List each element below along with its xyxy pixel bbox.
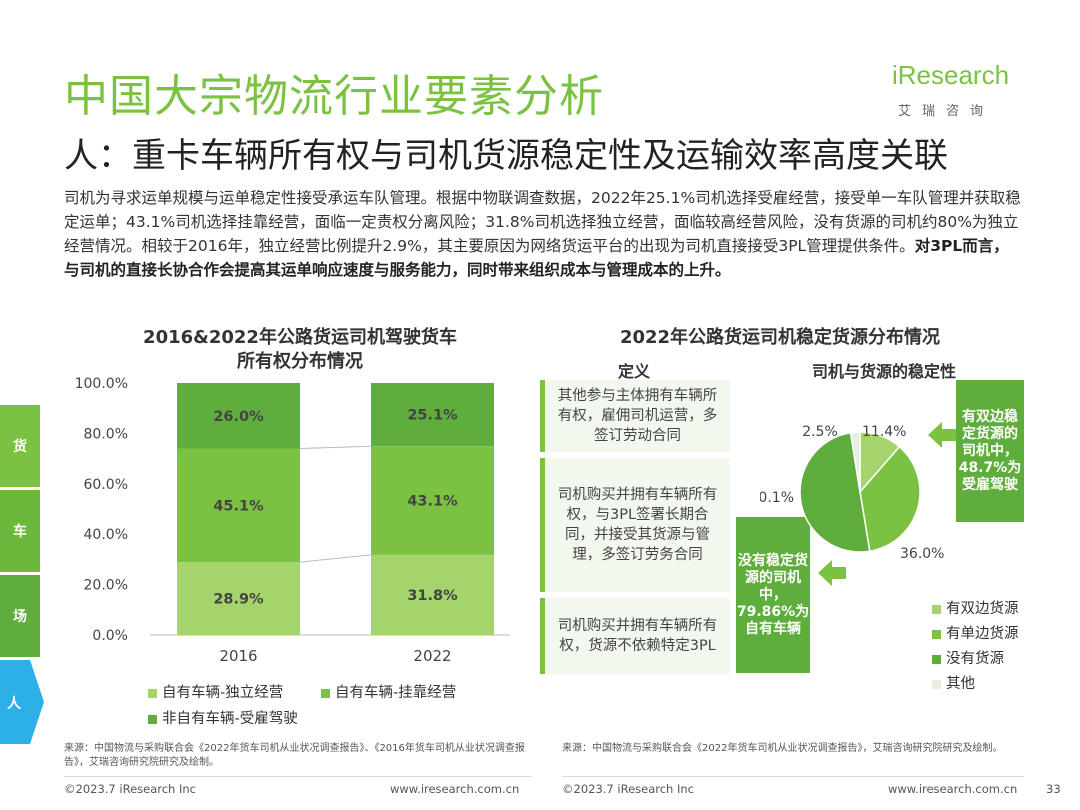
legend-affiliated: 自有车辆-挂靠经营 [321,681,456,702]
bar-data-label: 45.1% [213,498,264,514]
bar-connector-line [299,554,372,563]
x-tick-label: 2016 [219,647,257,665]
legend-label-employed: 非自有车辆-受雇驾驶 [162,711,298,727]
side-tab-people[interactable]: 人 [0,660,46,744]
side-tab-people-shape [0,660,44,744]
page-subtitle: 人：重卡车辆所有权与司机货源稳定性及运输效率高度关联 [64,136,948,176]
arrow-left-icon-2 [818,560,846,586]
pie-data-label: 36.0% [900,546,944,562]
y-tick-label: 20.0% [84,578,128,594]
pie-legend-two-way: 有双边货源 [932,597,1019,618]
pie-legend-label-other: 其他 [946,676,975,692]
pie-legend-label-one-way: 有单边货源 [946,626,1019,642]
source-left: 来源：中国物流与采购联合会《2022年货车司机从业状况调查报告》、《2016年货… [64,743,525,768]
bar-chart-title: 2016&2022年公路货运司机驾驶货车 所有权分布情况 [90,326,510,374]
side-tab-vehicle[interactable]: 车 [0,490,40,572]
pie-chart-title: 2022年公路货运司机稳定货源分布情况 [619,327,941,348]
definition-affiliated: 司机购买并拥有车辆所有权，与3PL签署长期合同，并接受其货源与管理，多签订劳务合… [540,458,730,592]
pie-legend-none: 没有货源 [932,647,1004,668]
pie-legend-swatch-one-way [932,629,941,639]
bar-segment [177,448,300,563]
bar-chart-title-line2: 所有权分布情况 [237,351,363,372]
pie-data-label: 2.5% [802,424,838,440]
legend-swatch-employed [148,714,157,724]
footer-divider-right [562,776,1024,777]
side-tab-site[interactable]: 场 [0,575,40,657]
definition-employed: 其他参与主体拥有车辆所有权，雇佣司机运营，多签订劳动合同 [540,380,730,452]
pie-slice [849,431,861,493]
pie-legend-swatch-other [932,679,941,689]
pie-legend-other: 其他 [932,672,975,693]
logo-text: iResearch [892,60,1010,90]
pie-slice [799,431,871,553]
logo-cn-text: 艾瑞咨询 [898,104,995,119]
bar-data-label: 43.1% [407,494,458,510]
pie-legend-label-none: 没有货源 [946,651,1004,667]
bar-chart-title-line1: 2016&2022年公路货运司机驾驶货车 [143,327,457,348]
x-tick-label: 2022 [413,647,451,665]
bar-segment [177,562,300,635]
bar-connector-line [299,445,372,450]
footer-divider-left [64,776,532,777]
pie-legend-one-way: 有单边货源 [932,622,1019,643]
pie-data-label: 50.1% [760,490,794,506]
bar-data-label: 31.8% [407,588,458,604]
bar-data-label: 26.0% [213,409,264,425]
footer-copyright-right: ©2023.7 iResearch Inc [562,782,694,796]
intro-normal-text: 司机为寻求运单规模与运单稳定性接受承运车队管理。根据中物联调查数据，2022年2… [64,189,1021,255]
definition-independent: 司机购买并拥有车辆所有权，货源不依赖特定3PL [540,598,730,674]
y-tick-label: 100.0% [75,376,128,392]
bar-segment [371,446,494,555]
page-number: 33 [1046,782,1061,796]
side-tab-goods[interactable]: 货 [0,405,40,487]
footer-url-right[interactable]: www.iresearch.com.cn [888,782,1018,796]
legend-swatch-independent [148,688,157,698]
pie-data-label: 11.4% [862,424,906,440]
callout-no-source: 没有稳定货源的司机中，79.86%为自有车辆 [736,517,810,673]
bar-data-label: 25.1% [407,408,458,424]
arrow-left-icon [928,422,956,448]
bar-segment [371,383,494,447]
pie-legend-label-two-way: 有双边货源 [946,601,1019,617]
pie-legend-swatch-two-way [932,604,941,614]
bar-segment [177,383,300,449]
bar-data-label: 28.9% [213,592,264,608]
iresearch-logo: iResearch 艾瑞咨询 [892,60,1022,120]
y-tick-label: 40.0% [84,527,128,543]
legend-label-independent: 自有车辆-独立经营 [162,685,284,701]
legend-independent: 自有车辆-独立经营 [148,681,283,702]
page-title: 中国大宗物流行业要素分析 [64,71,604,122]
y-tick-label: 60.0% [84,477,128,493]
pie-slice [859,445,921,553]
y-tick-label: 0.0% [92,628,128,644]
footer-copyright-left: ©2023.7 iResearch Inc [64,782,196,796]
bar-segment [371,554,494,635]
bar-chart: 0.0% 20.0% 40.0% 60.0% 80.0% 100.0% 28.9% 45.1%… [75,376,510,665]
intro-paragraph: 司机为寻求运单规模与运单稳定性接受承运车队管理。根据中物联调查数据，2022年2… [64,186,1024,282]
callout-two-way-source: 有双边稳定货源的司机中，48.7%为受雇驾驶 [956,380,1024,522]
legend-label-affiliated: 自有车辆-挂靠经营 [335,685,457,701]
pie-legend-swatch-none [932,654,941,664]
pie-subtitle: 司机与货源的稳定性 [812,362,957,381]
y-tick-label: 80.0% [84,426,128,442]
legend-employed: 非自有车辆-受雇驾驶 [148,707,298,728]
legend-swatch-affiliated [321,688,330,698]
intro-bold-text: 对3PL而言，与司机的直接长协合作会提高其运单响应速度与服务能力，同时带来组织成… [64,237,1009,279]
source-right: 来源：中国物流与采购联合会《2022年货车司机从业状况调查报告》，艾瑞咨询研究院… [562,743,1003,754]
footer-url-left[interactable]: www.iresearch.com.cn [390,782,520,796]
definition-header: 定义 [618,362,651,381]
side-tab-people-label: 人 [7,695,22,712]
pie-chart: 11.4% 36.0% 50.1% 2.5% [760,424,944,562]
